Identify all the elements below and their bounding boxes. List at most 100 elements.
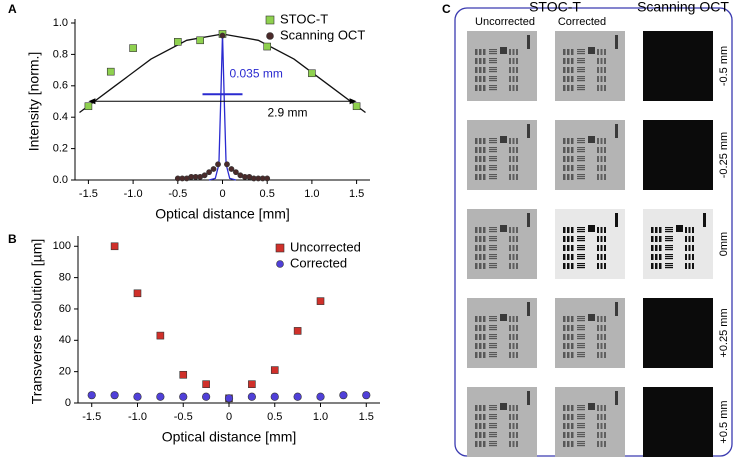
bar-element [615, 35, 618, 49]
bar-element [577, 227, 585, 229]
bar-element [516, 343, 518, 349]
bar-element [577, 76, 585, 78]
y-tick-label: 40 [59, 334, 71, 346]
bar-element [563, 254, 566, 260]
image-bg [555, 209, 625, 279]
bar-element [563, 352, 566, 358]
bar-element [489, 165, 497, 167]
bar-element [479, 174, 482, 180]
bar-element [604, 227, 606, 233]
bar-element [489, 62, 497, 64]
bar-element [479, 67, 482, 73]
bar-element [597, 85, 599, 91]
bar-element [600, 147, 603, 153]
bar-element [483, 254, 486, 260]
bar-element [509, 49, 511, 55]
bar-element [489, 416, 497, 418]
bar-element [516, 67, 518, 73]
bar-element [577, 356, 585, 358]
x-tick-label: -1.5 [82, 411, 101, 423]
bar-element [489, 58, 497, 60]
bar-element [489, 409, 497, 411]
x-tick-label: -0.5 [174, 411, 193, 423]
image-bg [643, 209, 713, 279]
bar-element [577, 432, 585, 434]
bar-element [577, 140, 585, 142]
bar-element [475, 325, 478, 331]
bar-element [516, 325, 518, 331]
bar-element [577, 443, 585, 445]
bar-element [577, 231, 585, 233]
bar-element [688, 254, 691, 260]
bar-element [604, 423, 606, 429]
bar-element [597, 245, 599, 251]
bar-element [489, 345, 497, 347]
bar-element [692, 245, 694, 251]
bar-element [512, 147, 515, 153]
point [196, 36, 204, 45]
bar-element [577, 53, 585, 55]
bar-element [604, 49, 606, 55]
bar-element [577, 138, 585, 140]
bar-element [577, 320, 585, 322]
bar-element [577, 436, 585, 438]
x-tick-label: 1.5 [349, 188, 364, 200]
bar-element [665, 231, 673, 233]
bar-element [489, 238, 497, 240]
bar-element [577, 174, 585, 176]
bar-element [604, 325, 606, 331]
legend-marker [266, 32, 274, 40]
bar-element [600, 405, 603, 411]
bar-element [688, 263, 691, 269]
bar-element [489, 67, 497, 69]
bar-element [475, 49, 478, 55]
bar-element [563, 85, 566, 91]
bar-element [577, 178, 585, 180]
bar-element [615, 124, 618, 138]
bar-element [563, 245, 566, 251]
bar-element [516, 263, 518, 269]
bar-element [615, 213, 618, 227]
y-tick-label: 0.6 [53, 80, 68, 92]
bar-element [563, 236, 566, 242]
bar-element [563, 58, 566, 64]
bar-element [571, 352, 574, 358]
point [133, 392, 142, 401]
bar-element [600, 49, 603, 55]
bar-element [489, 316, 497, 318]
bar-element [604, 254, 606, 260]
bar-element [509, 67, 511, 73]
target-image [467, 387, 537, 457]
image-bg [555, 298, 625, 368]
bar-element [577, 434, 585, 436]
bar-element [509, 227, 511, 233]
x-tick-label: 0.5 [267, 411, 282, 423]
bar-element [567, 432, 570, 438]
bar-element [577, 409, 585, 411]
bar-element [483, 245, 486, 251]
bar-element [489, 427, 497, 429]
bar-element [597, 441, 599, 447]
bar-element [567, 76, 570, 82]
bar-element [509, 334, 511, 340]
bar-element [483, 227, 486, 233]
bar-element [483, 316, 486, 322]
bar-element [665, 249, 673, 251]
bar-element [665, 254, 673, 256]
bar-element [479, 58, 482, 64]
bar-element [600, 254, 603, 260]
bar-element [489, 318, 497, 320]
bar-element [597, 227, 599, 233]
point [248, 380, 256, 388]
bar-element [597, 414, 599, 420]
bar-element [665, 263, 673, 265]
bar-element [489, 436, 497, 438]
bar-element [512, 325, 515, 331]
point [224, 394, 234, 403]
target-image [467, 209, 537, 279]
row-label: +0.25 mm [718, 308, 730, 357]
bar-element [567, 165, 570, 171]
bar-element [604, 432, 606, 438]
bar-element [597, 325, 599, 331]
bar-element [516, 316, 518, 322]
